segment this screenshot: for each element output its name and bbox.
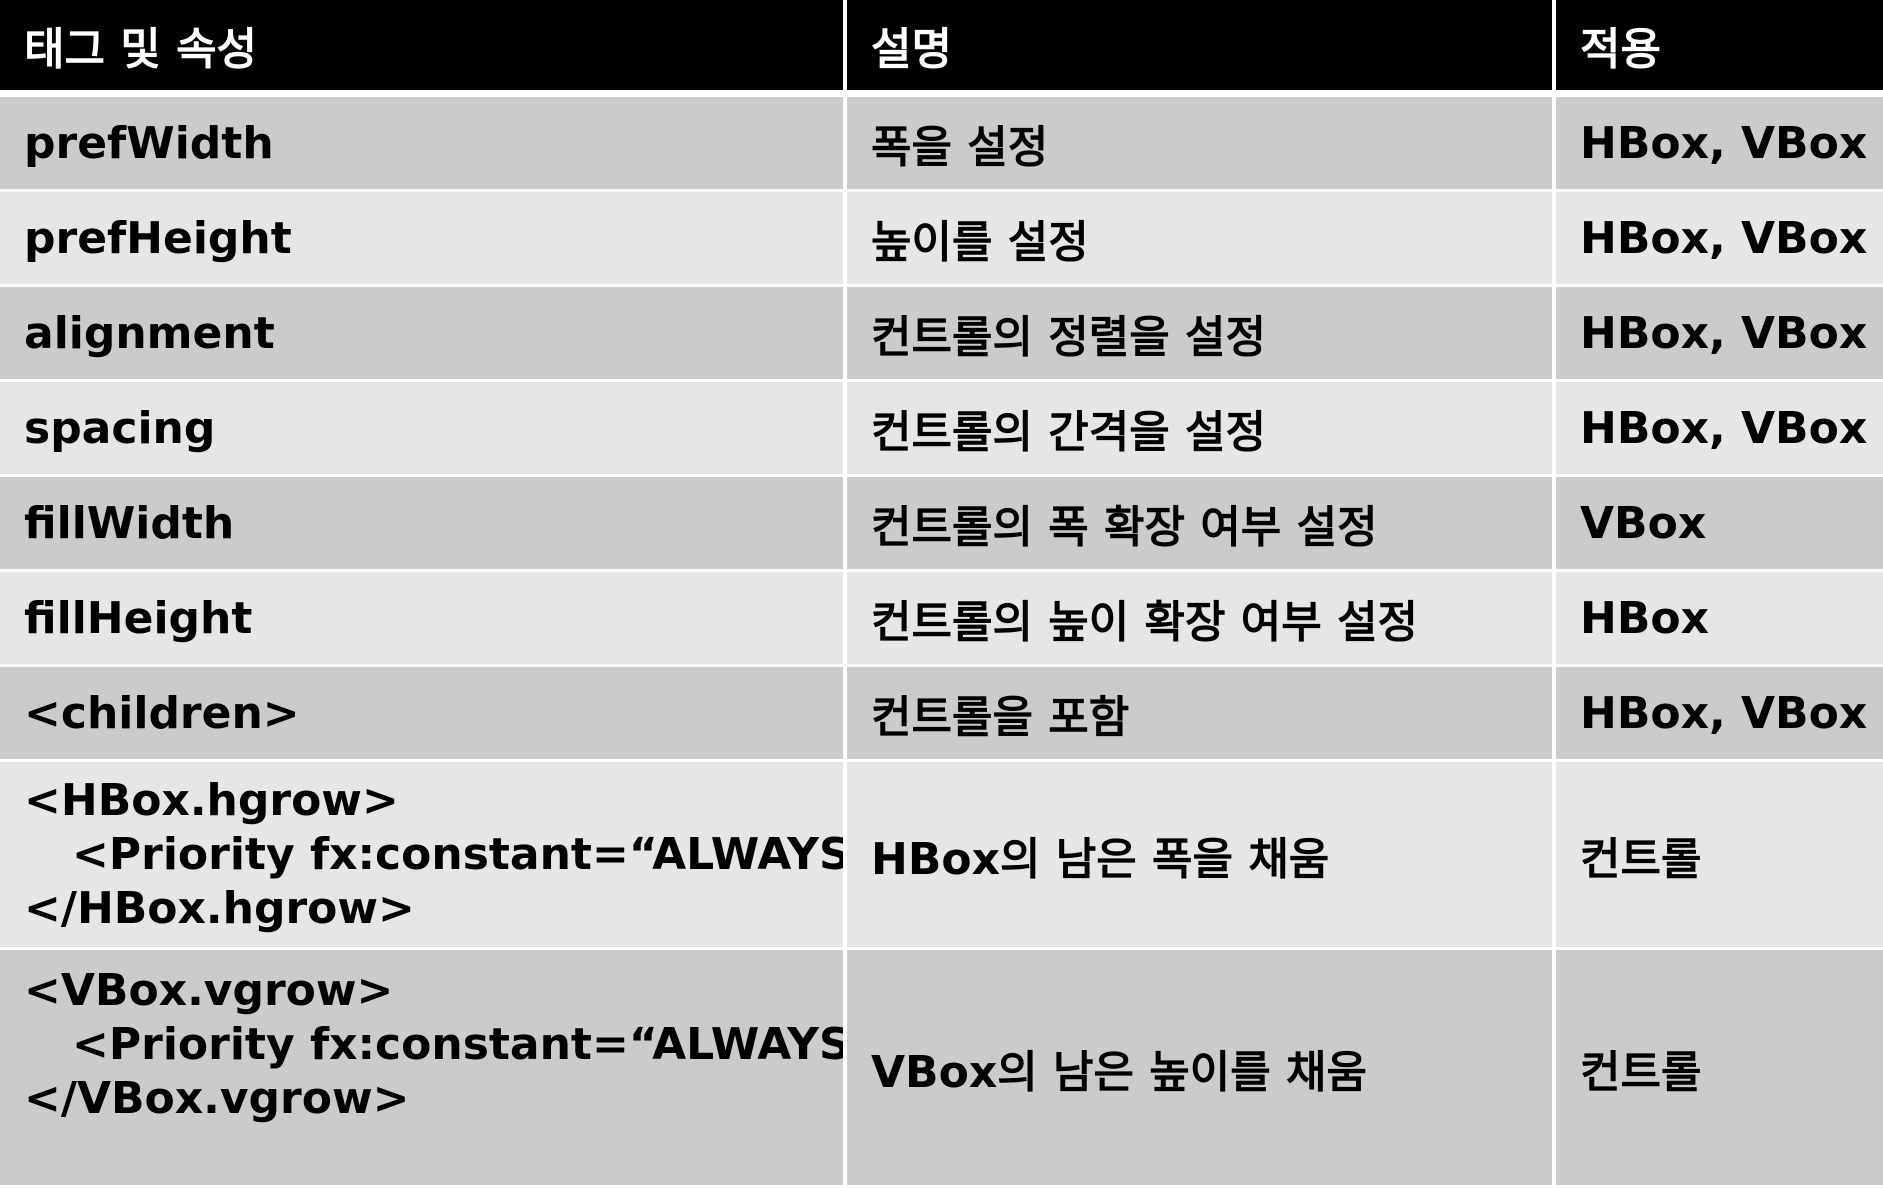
- table-cell-applies: HBox, VBox: [1556, 667, 1883, 762]
- table-cell-description: HBox의 남은 폭을 채움: [847, 762, 1552, 950]
- table-cell-tag: fillHeight: [0, 572, 843, 667]
- code-line: <Priority fx:constant=“ALWAYS”/>: [72, 1019, 843, 1070]
- code-line: <HBox.hgrow>: [24, 774, 399, 826]
- code-line: <VBox.vgrow>: [24, 965, 394, 1016]
- table-cell-tag: <HBox.hgrow> <Priority fx:constant=“ALWA…: [0, 762, 843, 950]
- header-applies: 적용: [1556, 0, 1883, 97]
- table-cell-applies: HBox, VBox: [1556, 287, 1883, 382]
- table-cell-tag: prefWidth: [0, 97, 843, 192]
- table-cell-description: 컨트롤의 높이 확장 여부 설정: [847, 572, 1552, 667]
- table-cell-tag: fillWidth: [0, 477, 843, 572]
- table-cell-applies: HBox, VBox: [1556, 192, 1883, 287]
- table-cell-description: 컨트롤의 폭 확장 여부 설정: [847, 477, 1552, 572]
- table-cell-applies: VBox: [1556, 477, 1883, 572]
- table-cell-applies: HBox, VBox: [1556, 97, 1883, 192]
- table-cell-description: VBox의 남은 높이를 채움: [847, 950, 1552, 1188]
- table-cell-description: 컨트롤의 정렬을 설정: [847, 287, 1552, 382]
- code-line: <Priority fx:constant=“ALWAYS”/>: [72, 828, 843, 880]
- code-line: </VBox.vgrow>: [24, 1073, 410, 1124]
- table-cell-applies: HBox: [1556, 572, 1883, 667]
- table-cell-applies: 컨트롤: [1556, 762, 1883, 950]
- header-description: 설명: [847, 0, 1552, 97]
- table-cell-description: 폭을 설정: [847, 97, 1552, 192]
- table-cell-description: 높이를 설정: [847, 192, 1552, 287]
- header-tag: 태그 및 속성: [0, 0, 843, 97]
- table-cell-tag: prefHeight: [0, 192, 843, 287]
- table-cell-applies: HBox, VBox: [1556, 382, 1883, 477]
- table-cell-applies: 컨트롤: [1556, 950, 1883, 1188]
- table-cell-tag: <VBox.vgrow> <Priority fx:constant=“ALWA…: [0, 950, 843, 1188]
- table-cell-description: 컨트롤을 포함: [847, 667, 1552, 762]
- table-cell-tag: <children>: [0, 667, 843, 762]
- table-cell-tag: alignment: [0, 287, 843, 382]
- code-line: </HBox.hgrow>: [24, 882, 415, 934]
- table-cell-description: 컨트롤의 간격을 설정: [847, 382, 1552, 477]
- table-cell-tag: spacing: [0, 382, 843, 477]
